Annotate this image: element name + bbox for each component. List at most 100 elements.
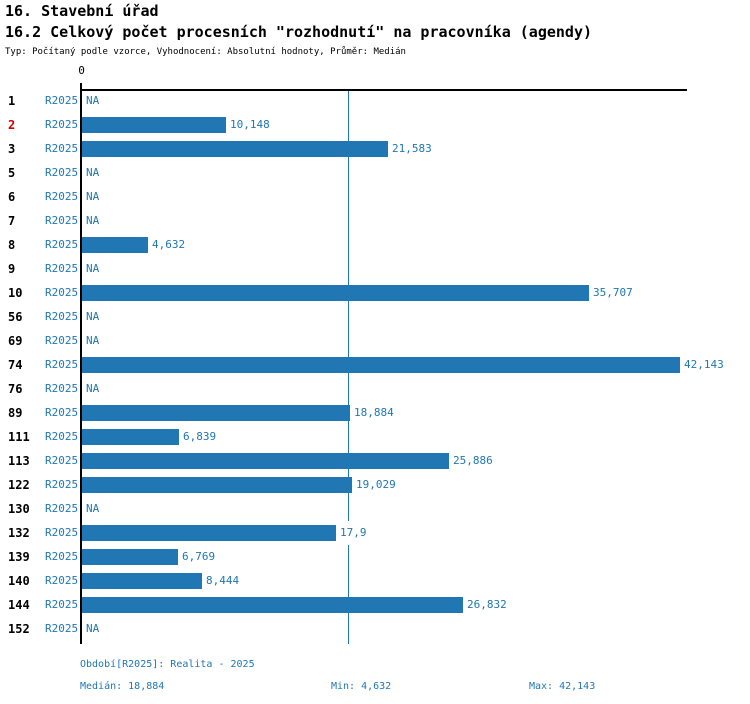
value-bar <box>82 453 449 469</box>
chart-row: 139 R2025 6,769 <box>0 545 750 569</box>
value-label: 17,9 <box>339 521 368 545</box>
na-label: NA <box>86 94 100 107</box>
axis-zero-label: 0 <box>78 64 85 77</box>
row-category-label: 3 <box>8 142 16 156</box>
chart-row: 56 R2025 NA <box>0 305 750 329</box>
value-bar <box>82 429 179 445</box>
row-category-label: 132 <box>8 526 30 540</box>
value-label: 4,632 <box>151 233 187 257</box>
axis-left-line <box>80 89 82 644</box>
chart-row: 5 R2025 NA <box>0 161 750 185</box>
row-category-label: 8 <box>8 238 16 252</box>
value-bar <box>82 597 463 613</box>
row-category-label: 69 <box>8 334 23 348</box>
na-label: NA <box>86 190 100 203</box>
row-series-label: R2025 <box>45 238 79 251</box>
na-label: NA <box>86 334 100 347</box>
row-category-label: 130 <box>8 502 30 516</box>
row-series-label: R2025 <box>45 550 79 563</box>
row-series-label: R2025 <box>45 622 79 635</box>
row-category-label: 140 <box>8 574 30 588</box>
row-category-label: 1 <box>8 94 16 108</box>
report-meta: Typ: Počítaný podle vzorce, Vyhodnocení:… <box>5 47 406 57</box>
row-series-label: R2025 <box>45 190 79 203</box>
row-series-label: R2025 <box>45 166 79 179</box>
chart-row: 69 R2025 NA <box>0 329 750 353</box>
row-series-label: R2025 <box>45 142 79 155</box>
max-label: Max: 42,143 <box>529 681 596 692</box>
chart-row: 113 R2025 25,886 <box>0 449 750 473</box>
row-category-label: 76 <box>8 382 23 396</box>
min-label: Min: 4,632 <box>331 681 392 692</box>
chart-row: 7 R2025 NA <box>0 209 750 233</box>
value-bar <box>82 549 178 565</box>
row-series-label: R2025 <box>45 262 79 275</box>
value-bar <box>82 405 350 421</box>
row-series-label: R2025 <box>45 526 79 539</box>
row-category-label: 9 <box>8 262 16 276</box>
value-label: 6,769 <box>181 545 217 569</box>
row-category-label: 6 <box>8 190 16 204</box>
value-bar <box>82 237 148 253</box>
value-bar <box>82 477 352 493</box>
row-category-label: 2 <box>8 118 16 132</box>
value-label: 8,444 <box>205 569 241 593</box>
row-series-label: R2025 <box>45 502 79 515</box>
chart-row: 122 R2025 19,029 <box>0 473 750 497</box>
na-label: NA <box>86 214 100 227</box>
value-label: 25,886 <box>452 449 494 473</box>
chart-row: 2 R2025 10,148 <box>0 113 750 137</box>
row-category-label: 10 <box>8 286 23 300</box>
value-label: 21,583 <box>391 137 433 161</box>
chart-row: 76 R2025 NA <box>0 377 750 401</box>
chart-row: 89 R2025 18,884 <box>0 401 750 425</box>
row-category-label: 56 <box>8 310 23 324</box>
row-category-label: 144 <box>8 598 30 612</box>
value-bar <box>82 525 336 541</box>
na-label: NA <box>86 622 100 635</box>
row-category-label: 89 <box>8 406 23 420</box>
chart-row: 111 R2025 6,839 <box>0 425 750 449</box>
chart-row: 130 R2025 NA <box>0 497 750 521</box>
chart-row: 152 R2025 NA <box>0 617 750 641</box>
na-label: NA <box>86 262 100 275</box>
value-bar <box>82 285 589 301</box>
row-series-label: R2025 <box>45 574 79 587</box>
row-series-label: R2025 <box>45 118 79 131</box>
report-title: 16. Stavební úřad <box>5 2 159 20</box>
period-label: Období[R2025]: Realita - 2025 <box>80 659 255 670</box>
row-category-label: 122 <box>8 478 30 492</box>
row-series-label: R2025 <box>45 598 79 611</box>
chart-row: 74 R2025 42,143 <box>0 353 750 377</box>
row-category-label: 139 <box>8 550 30 564</box>
value-bar <box>82 141 388 157</box>
row-series-label: R2025 <box>45 406 79 419</box>
row-category-label: 111 <box>8 430 30 444</box>
row-series-label: R2025 <box>45 430 79 443</box>
row-series-label: R2025 <box>45 454 79 467</box>
row-series-label: R2025 <box>45 334 79 347</box>
chart-row: 8 R2025 4,632 <box>0 233 750 257</box>
value-label: 26,832 <box>466 593 508 617</box>
axis-zero-tick <box>80 83 82 89</box>
report-subtitle: 16.2 Celkový počet procesních "rozhodnut… <box>5 23 592 41</box>
chart-row: 10 R2025 35,707 <box>0 281 750 305</box>
na-label: NA <box>86 502 100 515</box>
chart-row: 132 R2025 17,9 <box>0 521 750 545</box>
row-category-label: 7 <box>8 214 16 228</box>
value-label: 6,839 <box>182 425 218 449</box>
row-category-label: 74 <box>8 358 23 372</box>
chart-row: 3 R2025 21,583 <box>0 137 750 161</box>
value-bar <box>82 357 680 373</box>
value-label: 18,884 <box>353 401 395 425</box>
row-category-label: 113 <box>8 454 30 468</box>
row-series-label: R2025 <box>45 478 79 491</box>
value-label: 35,707 <box>592 281 634 305</box>
chart-row: 140 R2025 8,444 <box>0 569 750 593</box>
chart-row: 1 R2025 NA <box>0 89 750 113</box>
row-series-label: R2025 <box>45 94 79 107</box>
na-label: NA <box>86 310 100 323</box>
chart-row: 6 R2025 NA <box>0 185 750 209</box>
axis-top-line <box>80 89 687 91</box>
